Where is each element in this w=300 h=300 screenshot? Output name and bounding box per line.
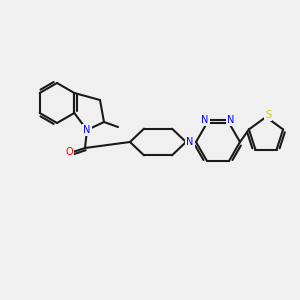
Text: N: N (227, 115, 235, 125)
Text: O: O (65, 147, 73, 157)
Text: N: N (201, 115, 209, 125)
Text: N: N (186, 137, 194, 147)
Text: S: S (265, 110, 271, 120)
Text: N: N (83, 125, 91, 135)
